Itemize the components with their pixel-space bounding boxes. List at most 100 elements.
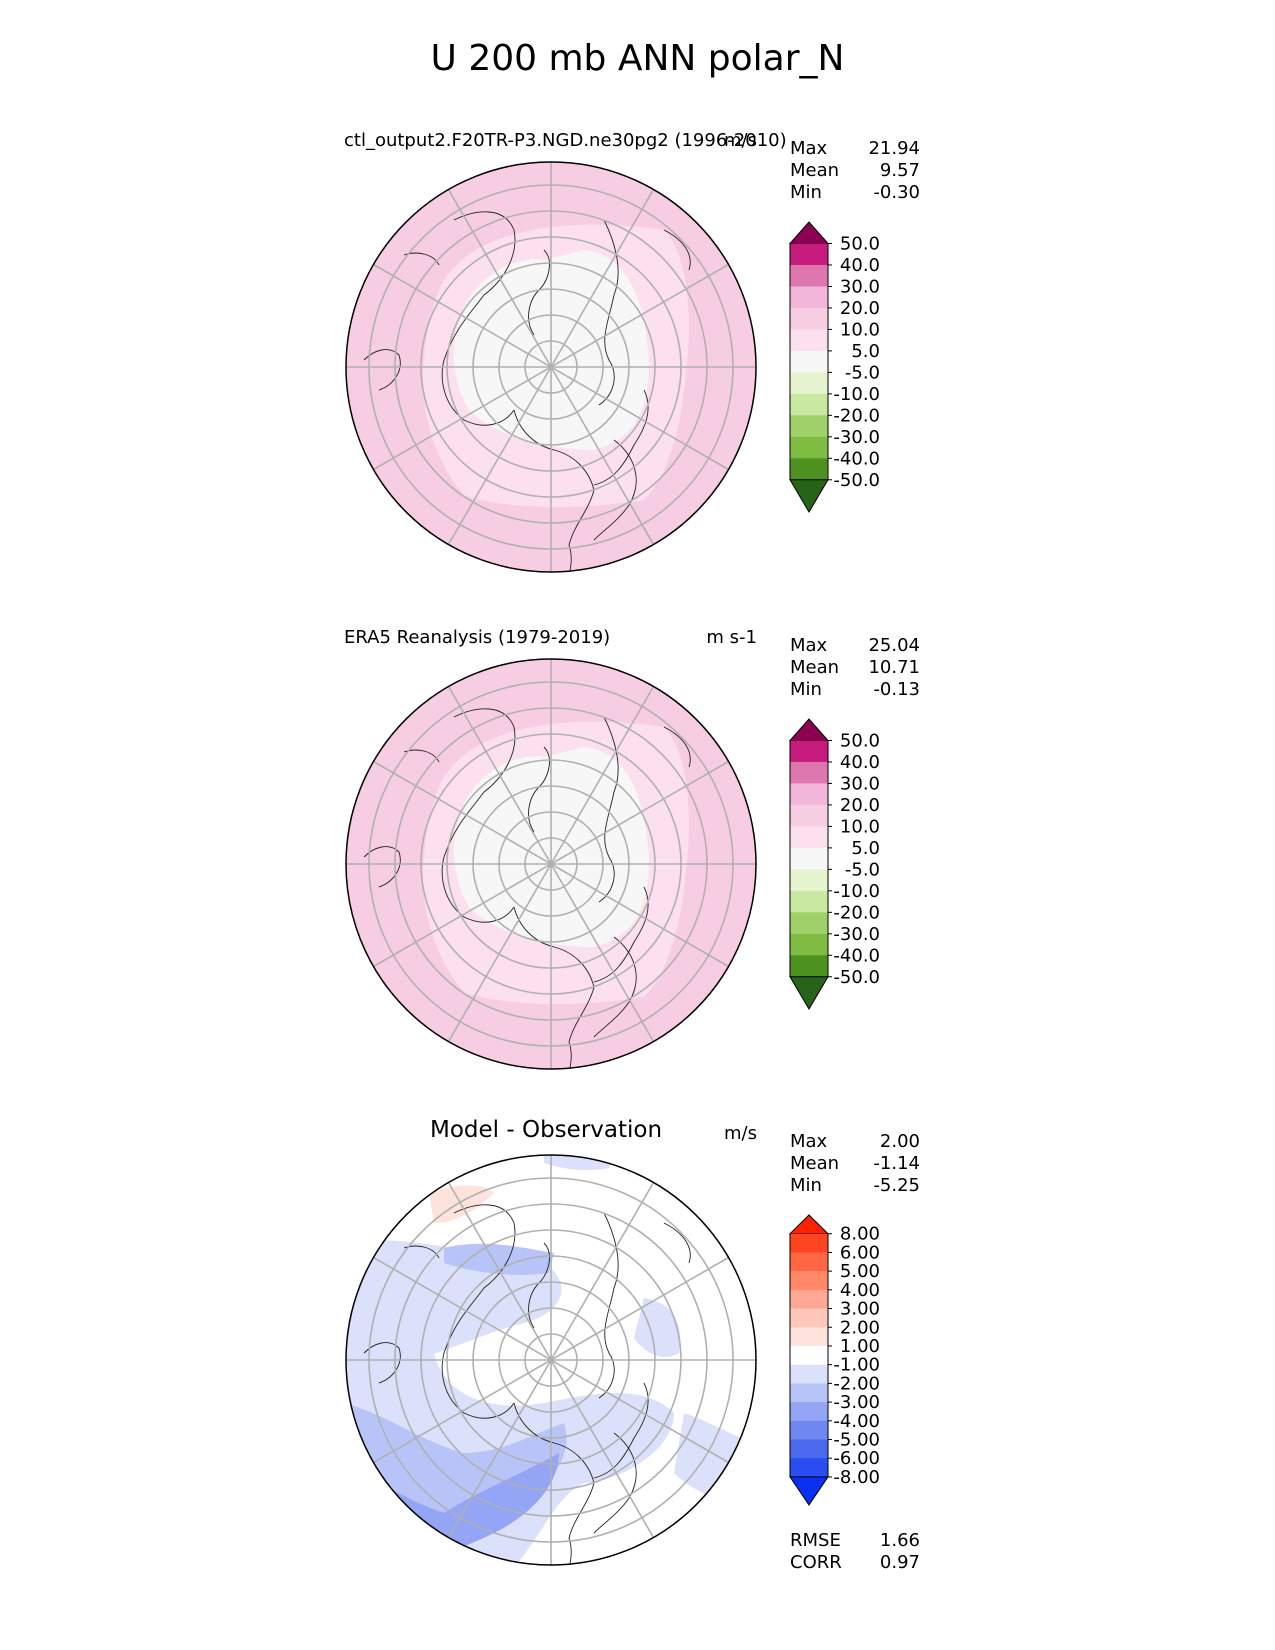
colorbar-tick-label: -8.00 [833,1467,880,1488]
colorbar-outline [789,1233,829,1477]
colorbar-segment [790,458,828,481]
stat-min-label: Min [790,679,822,700]
stats-box: Max 25.04 Mean 10.71 Min -0.13 [790,635,920,701]
stat-min-value: -0.13 [873,679,920,700]
rmse-value: 1.66 [879,1530,920,1551]
colorbar-tick-label: -40.0 [833,945,880,966]
colorbar-segment [790,783,828,806]
panel-observation: ERA5 Reanalysis (1979-2019) m s-1 Max 25.… [0,627,1275,1097]
field-region [444,1243,554,1275]
colorbar-tick-label: -50.0 [833,470,880,491]
colorbar-segment [790,933,828,956]
polar-map [345,658,757,1070]
meridian-line [373,760,729,968]
stat-max-value: 25.04 [868,635,920,656]
stat-mean-value: 9.57 [879,160,920,181]
map-boundary [345,658,757,1070]
colorbar-tick-label: 2.00 [840,1317,880,1338]
colorbar-tick-label: 30.0 [840,773,880,794]
coastline [441,1204,516,1419]
colorbar-tick-label: 20.0 [840,298,880,319]
colorbar: 8.006.005.004.003.002.001.00-1.00-2.00-3… [788,1214,880,1506]
colorbar-tick-label: 5.0 [851,341,880,362]
colorbar-segment [790,1439,828,1459]
footer-stats: RMSE 1.66 CORR 0.97 [790,1530,920,1574]
stat-max-value: 21.94 [868,138,920,159]
panel-units: m/s [724,130,757,151]
colorbar-tick-label: 50.0 [840,233,880,254]
colorbar-extend-bottom [789,1476,829,1506]
field-region [634,1298,681,1358]
colorbar-tick-label: -50.0 [833,967,880,988]
colorbar-segment [790,286,828,309]
colorbar-tick-label: -40.0 [833,448,880,469]
coastline [363,846,401,888]
colorbar: 50.040.030.020.010.05.0-5.0-10.0-20.0-30… [788,718,880,1010]
stat-mean-label: Mean [790,657,840,678]
colorbar-segment [790,1345,828,1366]
stat-mean-label: Mean [790,1153,840,1174]
colorbar-tick-label: -10.0 [833,881,880,902]
coastline [663,1222,691,1264]
colorbar-tick-label: 5.00 [840,1261,880,1282]
colorbar-tick-label: 3.00 [840,1299,880,1320]
colorbar-segment [790,393,828,416]
colorbar-extend-bottom [789,976,829,1010]
colorbar-segment [790,890,828,913]
colorbar-segment [790,761,828,784]
colorbar-tick-label: -4.00 [833,1411,880,1432]
colorbar-extend-top [788,221,830,244]
colorbar-segment [790,1327,828,1347]
figure-title: U 200 mb ANN polar_N [430,38,845,79]
coastline [363,349,401,391]
colorbar-segment [790,329,828,352]
colorbar-segment [790,243,828,266]
stat-max-value: 2.00 [879,1131,920,1152]
colorbar-tick-label: -1.00 [833,1355,880,1376]
colorbar-tick-label: -5.0 [845,362,880,383]
polar-map [345,1154,757,1566]
map-boundary [345,1154,757,1566]
colorbar-tick-label: -6.00 [833,1448,880,1469]
colorbar-segment [790,1458,828,1478]
colorbar-segment [790,1364,828,1384]
colorbar-tick-label: 4.00 [840,1280,880,1301]
colorbar-tick-label: -10.0 [833,384,880,405]
colorbar-segment [790,1271,828,1291]
stats-box: Max 21.94 Mean 9.57 Min -0.30 [790,138,920,204]
colorbar-extend-bottom [789,479,829,513]
rmse-label: RMSE [790,1530,841,1551]
colorbar-segment [790,1383,828,1403]
colorbar-segment [790,955,828,978]
colorbar-tick-label: -20.0 [833,902,880,923]
stat-min-value: -0.30 [873,182,920,203]
map-field [346,1155,756,1565]
colorbar-tick-label: -30.0 [833,427,880,448]
colorbar-tick-label: 6.00 [840,1242,880,1263]
colorbar-tick-label: 30.0 [840,276,880,297]
meridian-line [373,1256,729,1464]
colorbar-tick-label: 1.00 [840,1336,880,1357]
stat-mean-value: 10.71 [868,657,920,678]
stat-max-label: Max [790,635,828,656]
colorbar-tick-label: -3.00 [833,1392,880,1413]
stat-min-value: -5.25 [873,1175,920,1196]
colorbar-segment [790,804,828,827]
colorbar-tick-label: 40.0 [840,255,880,276]
colorbar-segment [790,264,828,287]
colorbar-segment [790,1420,828,1441]
coastline [593,936,637,1038]
colorbar-tick-label: -2.00 [833,1373,880,1394]
map-field [346,659,756,1069]
stat-max-label: Max [790,1131,828,1152]
colorbar-tick-label: -20.0 [833,405,880,426]
panel-units: m s-1 [706,627,757,648]
colorbar-tick-label: 5.0 [851,838,880,859]
polar-map [345,161,757,573]
coastline [663,229,691,271]
colorbar-segment [790,1402,828,1422]
colorbar-tick-label: 10.0 [840,319,880,340]
colorbar-segment [790,350,828,373]
coastline [441,211,516,426]
panel-title: Model - Observation [430,1117,663,1143]
